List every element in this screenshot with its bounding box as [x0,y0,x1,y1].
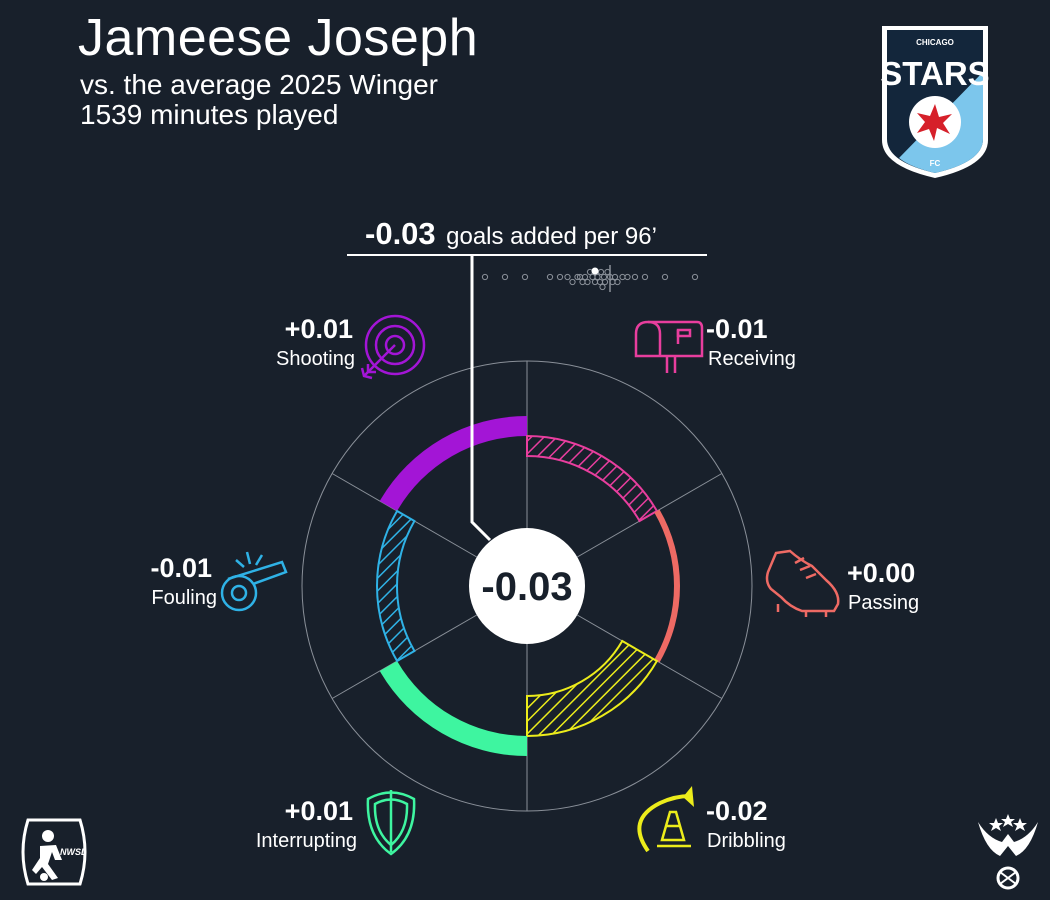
receiving-label: Receiving [708,348,796,370]
distribution-dot [691,273,699,281]
cone-icon [637,786,694,853]
distribution-dot [604,268,611,276]
distribution-dot [624,273,631,281]
category-arcs [376,416,680,756]
distribution-dot [599,283,606,291]
interrupting-value: +0.01 [285,796,353,826]
nwsl-logo: NWSL [21,818,87,886]
distribution-dot [614,278,621,286]
dribbling-arc [526,639,659,738]
shield-icon [366,790,416,856]
distribution-dot [584,278,591,286]
distribution-dot [611,273,619,281]
crest-text-top: CHICAGO [916,38,954,47]
total-value-label: -0.03 goals added per 96’ [365,216,657,251]
distribution-dot [546,273,554,281]
crest-text-bottom: FC [930,159,941,168]
comparison-subtitle: vs. the average 2025 Winger [80,69,438,100]
distribution-dot [597,268,605,276]
minutes-subtitle: 1539 minutes played [80,99,339,130]
center-disc [469,528,585,644]
distribution-dot [581,273,589,281]
player-name: Jameese Joseph [78,9,479,67]
distribution-dot [619,273,626,281]
dribbling-value: -0.02 [706,796,768,826]
distribution-dot [521,273,529,281]
distribution-dot [481,273,489,281]
interrupting-label: Interrupting [256,830,357,852]
receiving-arc [526,434,659,523]
distribution-dot [661,273,669,281]
distribution-dot [501,273,509,281]
distribution-dot [591,278,599,286]
total-connector-line [470,255,492,542]
distribution-dot [631,273,639,281]
total-value: -0.03 [365,216,436,251]
target-icon [360,314,426,380]
shooting-label: Shooting [276,348,355,370]
total-suffix: goals added per 96’ [446,223,657,250]
player-dot [591,267,599,275]
passing-value: +0.00 [847,558,915,588]
distribution-dot [594,273,601,281]
nwsl-logo-text: NWSL [60,847,87,857]
shooting-arc [379,416,527,511]
passing-arc [654,509,680,663]
cleat-icon [765,549,840,617]
distribution-dot [589,273,596,281]
distribution-dot [564,273,571,281]
distribution-dot [601,278,609,286]
distribution-dot [569,278,576,286]
whistle-icon [220,551,288,612]
shooting-value: +0.01 [285,314,353,344]
interrupting-arc [379,661,527,756]
fouling-label: Fouling [151,587,217,609]
crest-text-main: STARS [880,55,989,92]
mailbox-icon [634,320,704,373]
passing-label: Passing [848,592,919,614]
distribution-dot [596,278,604,286]
fouling-value: -0.01 [150,553,212,583]
distribution-dot [574,273,581,281]
distribution-dot [556,273,564,281]
center-total-value: -0.03 [481,565,572,609]
dribbling-label: Dribbling [707,830,786,852]
distribution-dot [579,278,586,286]
receiving-value: -0.01 [706,314,768,344]
distribution-dot [600,273,608,281]
fouling-arc [376,509,416,663]
eagle-icon [978,814,1038,890]
distribution-dot [641,273,649,281]
chicago-stars-crest: CHICAGO STARS FC [880,26,990,178]
player-distribution-strip [481,265,699,292]
